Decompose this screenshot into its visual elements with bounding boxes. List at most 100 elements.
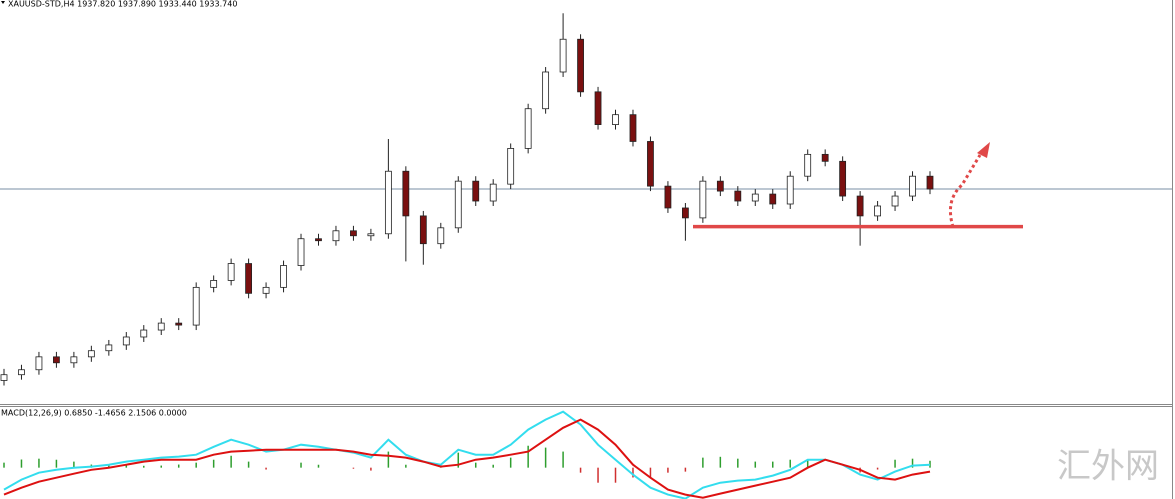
candle-body [909, 175, 916, 197]
candle-body [419, 215, 427, 245]
trend-arrow [949, 142, 990, 228]
histogram-bar [474, 462, 477, 468]
candle-body [367, 233, 375, 237]
histogram-bar [73, 461, 75, 468]
candle-body [664, 185, 672, 209]
histogram-bar [300, 462, 302, 468]
chart-title: XAUUSD-STD,H4 1937.820 1937.890 1933.440… [8, 0, 237, 9]
candle-body [559, 38, 567, 73]
candle-body [245, 263, 253, 294]
macd-line [3, 410, 931, 499]
histogram-bar [562, 451, 564, 468]
candle-body [332, 230, 340, 242]
histogram-bar [20, 459, 23, 468]
candle-body [35, 356, 43, 371]
histogram-bar [212, 459, 215, 468]
histogram-bar [702, 457, 704, 468]
candle-body [122, 336, 130, 346]
symbol-icon [1, 1, 5, 4]
histogram-bar [317, 464, 320, 468]
histogram-bar [544, 447, 547, 468]
candle-body [874, 205, 881, 217]
histogram-bar [247, 461, 250, 468]
histogram-bar [177, 464, 180, 468]
candle-body [454, 180, 462, 229]
candle-body [262, 286, 270, 294]
candle-body [647, 141, 654, 187]
watermark: 汇外网 [1057, 447, 1159, 487]
histogram-bar [195, 462, 197, 468]
signal-line [3, 418, 931, 499]
histogram-bar [911, 458, 914, 468]
candle-body [681, 207, 689, 219]
candle-body [87, 350, 95, 358]
candle-body [297, 238, 305, 266]
candle-body [716, 180, 724, 192]
arrow-shaft [949, 154, 982, 228]
candle-body [53, 356, 60, 364]
candle-body [350, 230, 357, 237]
histogram-bar [370, 467, 372, 471]
histogram-bar [509, 457, 512, 468]
candle-body [0, 374, 8, 381]
histogram-bar [352, 467, 355, 469]
histogram-bar [55, 459, 58, 468]
candle-body [804, 153, 812, 177]
candle-body [175, 322, 183, 326]
candle-body [402, 170, 410, 217]
candle-body [18, 369, 25, 376]
histogram-bar [527, 445, 529, 468]
candle-body [786, 175, 794, 205]
histogram-bar [876, 467, 879, 470]
indicator-title: MACD(12,26,9) 0.6850 -1.4656 2.1506 0.00… [1, 409, 187, 418]
candle-body [105, 344, 113, 352]
candle-body [856, 195, 864, 217]
candle-body [507, 148, 515, 185]
histogram-bar [737, 458, 739, 468]
histogram-bar [143, 465, 145, 468]
histogram-bar [492, 464, 494, 468]
histogram-bar [632, 467, 634, 478]
candle-body [489, 183, 497, 202]
candle-body [891, 195, 899, 207]
candle-body [70, 356, 78, 364]
candle-body [629, 114, 637, 142]
histogram-bar [684, 467, 687, 472]
histogram-bar [929, 460, 931, 468]
candle-body [192, 286, 200, 326]
arrow-head [977, 142, 990, 158]
candle-body [210, 280, 218, 288]
histogram-bar [649, 467, 652, 478]
histogram-bar [265, 467, 267, 470]
histogram-bar [772, 461, 774, 468]
histogram-bar [387, 451, 390, 468]
histogram-bar [719, 456, 722, 468]
candle-body [926, 175, 934, 190]
candle-body [577, 38, 584, 93]
histogram-bar [614, 467, 617, 483]
histogram-bar [789, 459, 791, 468]
candle-body [315, 238, 322, 242]
candle-body [751, 193, 759, 202]
candle-body [524, 108, 532, 149]
candle-body [227, 263, 235, 281]
histogram-bar [160, 465, 162, 468]
histogram-bar [667, 467, 669, 473]
candle-body [594, 91, 602, 125]
histogram-bar [230, 455, 232, 468]
candle-body [384, 170, 392, 235]
candle-body [472, 180, 480, 202]
candle-body [542, 71, 550, 110]
candle-body [699, 180, 707, 219]
candle-body [280, 265, 287, 288]
candle-body [157, 322, 165, 331]
candle-body [437, 227, 445, 245]
histogram-bar [806, 459, 809, 468]
histogram-bar [108, 464, 110, 468]
histogram-bar [38, 458, 40, 468]
histogram-bar [405, 464, 407, 468]
histogram-bar [894, 459, 896, 468]
candle-body [734, 190, 742, 202]
